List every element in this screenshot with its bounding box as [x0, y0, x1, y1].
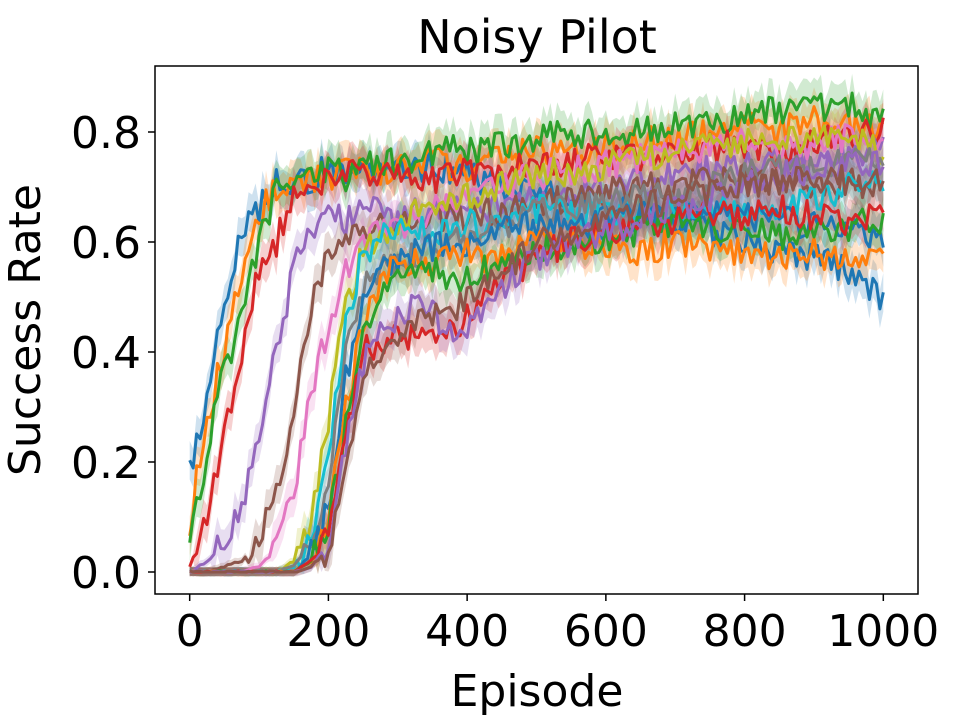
x-axis-ticks: 0 200 400 600 800 1000 — [176, 594, 939, 657]
x-tick-label: 600 — [564, 606, 648, 657]
x-axis-label: Episode — [451, 666, 624, 717]
series-lines — [188, 91, 885, 574]
x-tick-label: 0 — [176, 606, 204, 657]
plot-frame — [154, 65, 919, 595]
y-tick-label: 0.0 — [71, 548, 141, 599]
y-axis-label: Success Rate — [0, 184, 51, 476]
series-band — [189, 105, 884, 577]
series-band — [189, 211, 884, 577]
y-tick-label: 0.4 — [71, 328, 141, 379]
series-band — [189, 152, 884, 577]
chart-title: Noisy Pilot — [417, 10, 657, 64]
x-tick-label: 800 — [703, 606, 787, 657]
series-line — [188, 91, 885, 543]
y-tick-label: 0.6 — [71, 218, 141, 269]
series-line — [188, 105, 885, 537]
x-tick-label: 400 — [425, 606, 509, 657]
x-tick-label: 1000 — [827, 606, 939, 657]
series-band — [189, 188, 884, 577]
y-tick-label: 0.8 — [71, 108, 141, 159]
series-band — [189, 182, 884, 577]
series-line — [189, 134, 885, 574]
series-line — [189, 124, 885, 574]
x-tick-label: 200 — [286, 606, 370, 657]
series-line — [189, 164, 885, 574]
series-line — [189, 147, 885, 574]
y-tick-label: 0.2 — [71, 438, 141, 489]
y-axis-ticks: 0.0 0.2 0.4 0.6 0.8 — [71, 108, 155, 599]
